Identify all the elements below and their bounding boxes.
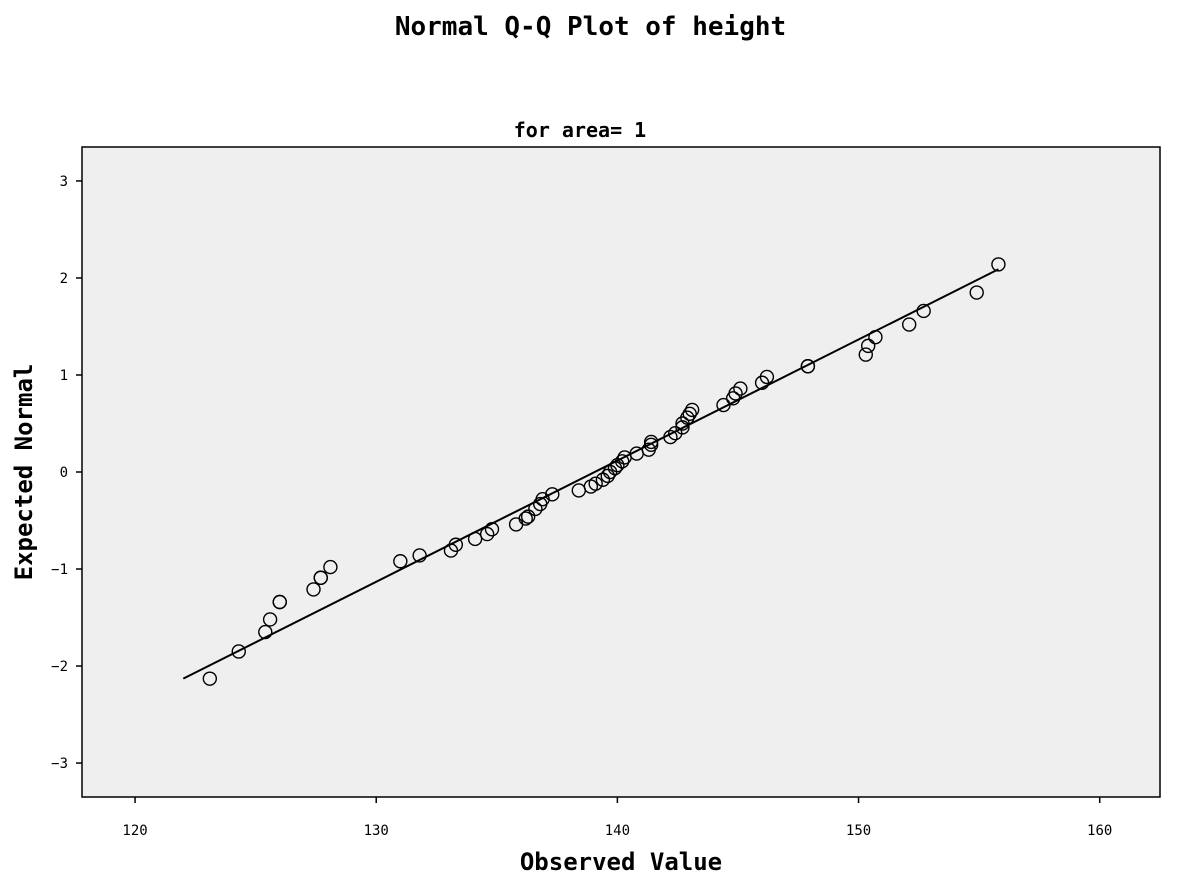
data-point — [535, 491, 550, 507]
data-point — [759, 369, 775, 385]
data-point — [728, 386, 743, 401]
x-tick-label: 130 — [364, 823, 389, 839]
data-point — [663, 429, 678, 445]
data-point — [733, 381, 748, 396]
data-point — [684, 402, 700, 418]
x-tick-label: 120 — [122, 823, 147, 839]
x-tick-label: 140 — [605, 823, 630, 839]
data-point — [412, 548, 427, 563]
data-point — [258, 624, 273, 640]
x-axis-title: Observed Value — [520, 848, 722, 876]
x-tick-label: 160 — [1087, 823, 1112, 839]
chart-title: Normal Q-Q Plot of height — [394, 12, 787, 42]
data-point — [518, 511, 533, 526]
y-tick-label: −2 — [51, 659, 68, 675]
data-point — [306, 582, 321, 597]
data-point — [323, 559, 338, 575]
data-point — [991, 257, 1006, 272]
data-point — [545, 487, 560, 502]
data-point — [595, 472, 611, 487]
data-point — [600, 468, 615, 484]
data-point — [680, 410, 695, 425]
y-tick-label: 3 — [60, 174, 68, 190]
data-point — [467, 531, 483, 547]
data-point — [610, 458, 625, 473]
reference-line — [182, 268, 999, 680]
data-point — [484, 522, 500, 537]
y-tick-label: 1 — [60, 368, 68, 384]
data-point — [202, 671, 218, 686]
y-tick-label: −3 — [51, 756, 68, 772]
data-point — [916, 303, 931, 319]
data-point — [643, 434, 659, 450]
chart-subtitle: for area= 1 — [513, 118, 647, 142]
data-point — [675, 420, 690, 435]
data-point — [858, 347, 873, 362]
data-point — [272, 594, 287, 610]
data-point — [901, 317, 917, 332]
data-point — [615, 454, 630, 469]
data-point — [716, 397, 731, 413]
data-point — [868, 329, 883, 345]
data-point — [588, 476, 603, 491]
data-point — [860, 338, 876, 354]
data-point — [313, 570, 328, 585]
data-point — [520, 509, 536, 524]
data-point — [969, 285, 984, 300]
data-point — [682, 406, 697, 421]
data-point — [479, 526, 495, 542]
data-point — [231, 644, 246, 659]
data-point — [800, 359, 816, 374]
x-tick-label: 150 — [846, 823, 871, 839]
y-tick-label: 0 — [60, 465, 68, 481]
data-point — [528, 501, 543, 517]
y-axis-title: Expected Normal — [10, 364, 38, 581]
y-tick-label: 2 — [60, 271, 68, 287]
data-point — [448, 537, 464, 552]
data-point — [262, 612, 278, 627]
y-tick-label: −1 — [51, 562, 68, 578]
data-point — [393, 554, 408, 569]
